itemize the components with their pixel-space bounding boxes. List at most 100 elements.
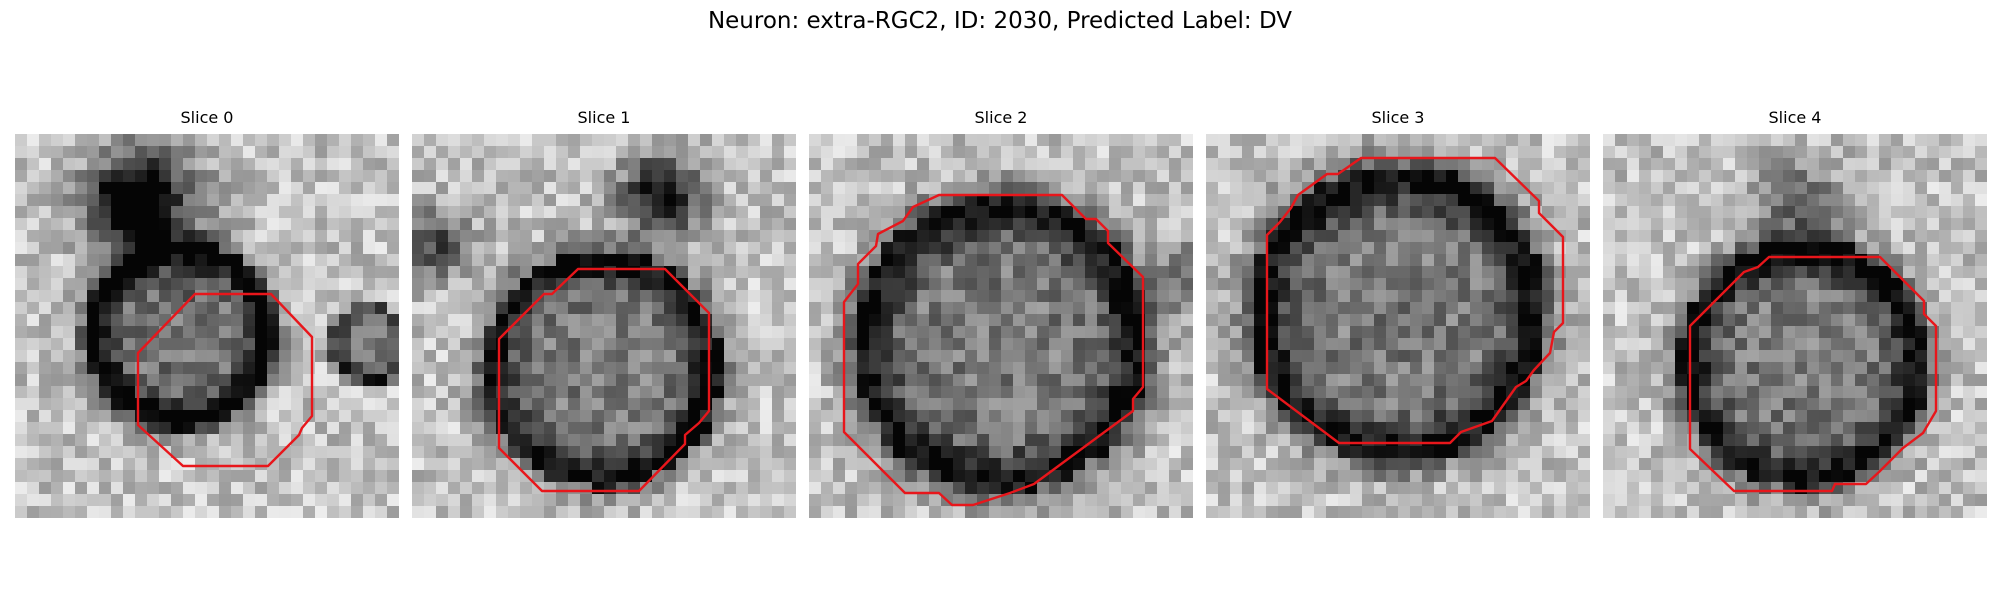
pixel (917, 170, 930, 183)
pixel (1807, 290, 1820, 303)
pixel (147, 482, 160, 495)
pixel (712, 194, 725, 207)
pixel (279, 146, 292, 159)
pixel (1145, 134, 1158, 147)
pixel (111, 158, 124, 171)
pixel (628, 158, 641, 171)
pixel (1242, 134, 1255, 147)
pixel (1542, 266, 1555, 279)
pixel (1542, 254, 1555, 267)
pixel (1963, 278, 1976, 291)
pixel (1157, 146, 1170, 159)
pixel (496, 326, 509, 339)
pixel (688, 254, 701, 267)
pixel (1133, 458, 1146, 471)
pixel (159, 350, 172, 363)
pixel (1963, 338, 1976, 351)
pixel (1470, 350, 1483, 363)
pixel (1879, 290, 1892, 303)
pixel (604, 374, 617, 387)
pixel (833, 458, 846, 471)
pixel (1615, 302, 1628, 315)
pixel (436, 182, 449, 195)
pixel (123, 398, 136, 411)
pixel (1759, 422, 1772, 435)
pixel (688, 446, 701, 459)
pixel (472, 410, 485, 423)
pixel (628, 362, 641, 375)
pixel (929, 458, 942, 471)
pixel (568, 434, 581, 447)
pixel (51, 374, 64, 387)
pixel (1578, 266, 1590, 279)
pixel (1663, 338, 1676, 351)
pixel (1891, 254, 1904, 267)
pixel (1627, 350, 1640, 363)
pixel (1566, 230, 1579, 243)
pixel (207, 410, 220, 423)
pixel (857, 398, 870, 411)
pixel (1639, 410, 1652, 423)
pixel (87, 302, 100, 315)
pixel (412, 374, 425, 387)
pixel (195, 410, 208, 423)
pixel (736, 446, 749, 459)
pixel (1639, 278, 1652, 291)
pixel (508, 386, 521, 399)
pixel (616, 434, 629, 447)
pixel (1807, 194, 1820, 207)
pixel (700, 134, 713, 147)
pixel (1001, 398, 1014, 411)
pixel (1795, 146, 1808, 159)
pixel (1554, 242, 1567, 255)
pixel (448, 482, 461, 495)
pixel (1266, 374, 1279, 387)
pixel (604, 398, 617, 411)
pixel (1013, 422, 1026, 435)
pixel (1061, 290, 1074, 303)
pixel (1939, 302, 1952, 315)
pixel (772, 158, 785, 171)
pixel (989, 314, 1002, 327)
pixel (640, 350, 653, 363)
pixel (1302, 470, 1315, 483)
pixel (1843, 374, 1856, 387)
pixel (1542, 242, 1555, 255)
pixel (207, 326, 220, 339)
pixel (339, 446, 352, 459)
pixel (893, 410, 906, 423)
pixel (1975, 386, 1987, 399)
pixel (291, 134, 304, 147)
pixel (1927, 182, 1940, 195)
pixel (1145, 254, 1158, 267)
pixel (1723, 266, 1736, 279)
pixel (1747, 170, 1760, 183)
pixel (821, 218, 834, 231)
pixel (219, 362, 232, 375)
pixel (1218, 374, 1231, 387)
pixel (640, 146, 653, 159)
pixel (929, 506, 942, 518)
pixel (953, 482, 966, 495)
pixel (327, 194, 340, 207)
pixel (1578, 362, 1590, 375)
pixel (63, 134, 76, 147)
pixel (339, 218, 352, 231)
pixel (604, 206, 617, 219)
pixel (1554, 230, 1567, 243)
pixel (941, 506, 954, 518)
pixel (640, 362, 653, 375)
pixel (267, 254, 280, 267)
pixel (640, 254, 653, 267)
pixel (339, 134, 352, 147)
pixel (592, 434, 605, 447)
pixel (1578, 314, 1590, 327)
pixel (460, 422, 473, 435)
pixel (917, 290, 930, 303)
pixel (1927, 206, 1940, 219)
pixel (219, 266, 232, 279)
pixel (1747, 146, 1760, 159)
pixel (1218, 146, 1231, 159)
pixel (520, 398, 533, 411)
pixel (1530, 314, 1543, 327)
